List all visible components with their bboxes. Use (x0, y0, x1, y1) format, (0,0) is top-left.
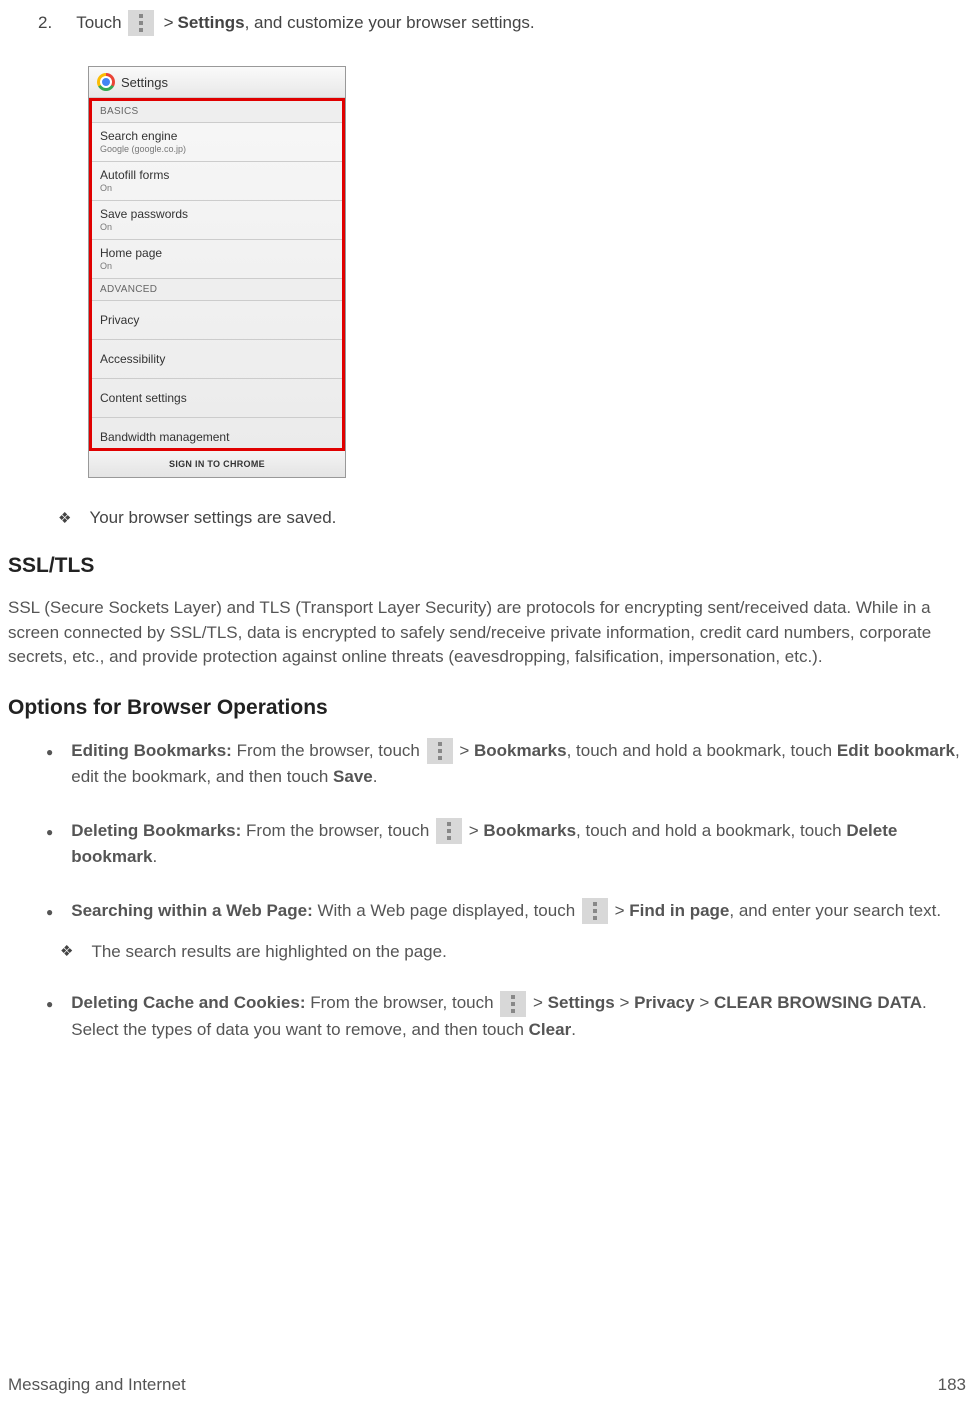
settings-row: Bandwidth management (92, 418, 342, 448)
overflow-menu-icon (427, 738, 453, 764)
advanced-header: ADVANCED (92, 279, 342, 301)
chrome-icon (97, 73, 115, 91)
step-2: 2. Touch > Settings , and customize your… (38, 10, 966, 36)
settings-screenshot: Settings BASICS Search engine Google (go… (88, 66, 346, 478)
overflow-menu-icon (436, 818, 462, 844)
diamond-bullet-icon: ❖ (58, 509, 71, 527)
list-item: ● Searching within a Web Page: With a We… (46, 898, 966, 925)
note-text: Your browser settings are saved. (89, 508, 336, 528)
settings-row: Autofill forms On (92, 162, 342, 201)
note-text: The search results are highlighted on th… (91, 942, 446, 962)
bullet-icon: ● (46, 738, 53, 790)
bullet-icon: ● (46, 898, 53, 925)
settings-row: Privacy (92, 301, 342, 340)
sign-in-button: SIGN IN TO CHROME (89, 451, 345, 477)
list-item: ● Editing Bookmarks: From the browser, t… (46, 738, 966, 790)
bullet-icon: ● (46, 990, 53, 1042)
settings-row: Save passwords On (92, 201, 342, 240)
overflow-menu-icon (128, 10, 154, 36)
ops-heading: Options for Browser Operations (8, 696, 966, 720)
ssl-heading: SSL/TLS (8, 554, 966, 578)
page-footer: Messaging and Internet 183 (8, 1375, 966, 1395)
settings-row: Accessibility (92, 340, 342, 379)
page-number: 183 (938, 1375, 966, 1395)
saved-note: ❖ Your browser settings are saved. (58, 508, 966, 528)
ssl-paragraph: SSL (Secure Sockets Layer) and TLS (Tran… (8, 596, 966, 670)
gt-symbol: > (164, 13, 174, 33)
search-note: ❖ The search results are highlighted on … (60, 942, 966, 962)
settings-label: Settings (178, 13, 245, 33)
step-text-post: , and customize your browser settings. (245, 13, 535, 33)
basics-header: BASICS (92, 101, 342, 123)
settings-row: Content settings (92, 379, 342, 418)
highlighted-region: BASICS Search engine Google (google.co.j… (89, 98, 345, 451)
list-item: ● Deleting Bookmarks: From the browser, … (46, 818, 966, 870)
bullet-icon: ● (46, 818, 53, 870)
list-item: ● Deleting Cache and Cookies: From the b… (46, 990, 966, 1042)
step-number: 2. (38, 13, 52, 33)
screenshot-header: Settings (89, 67, 345, 98)
settings-row: Search engine Google (google.co.jp) (92, 123, 342, 162)
overflow-menu-icon (500, 991, 526, 1017)
operations-list-cont: ● Deleting Cache and Cookies: From the b… (46, 990, 966, 1042)
overflow-menu-icon (582, 898, 608, 924)
diamond-bullet-icon: ❖ (60, 942, 73, 960)
step-text-pre: Touch (76, 13, 121, 33)
footer-section: Messaging and Internet (8, 1375, 186, 1395)
screenshot-title: Settings (121, 75, 168, 90)
operations-list: ● Editing Bookmarks: From the browser, t… (46, 738, 966, 925)
settings-row: Home page On (92, 240, 342, 279)
